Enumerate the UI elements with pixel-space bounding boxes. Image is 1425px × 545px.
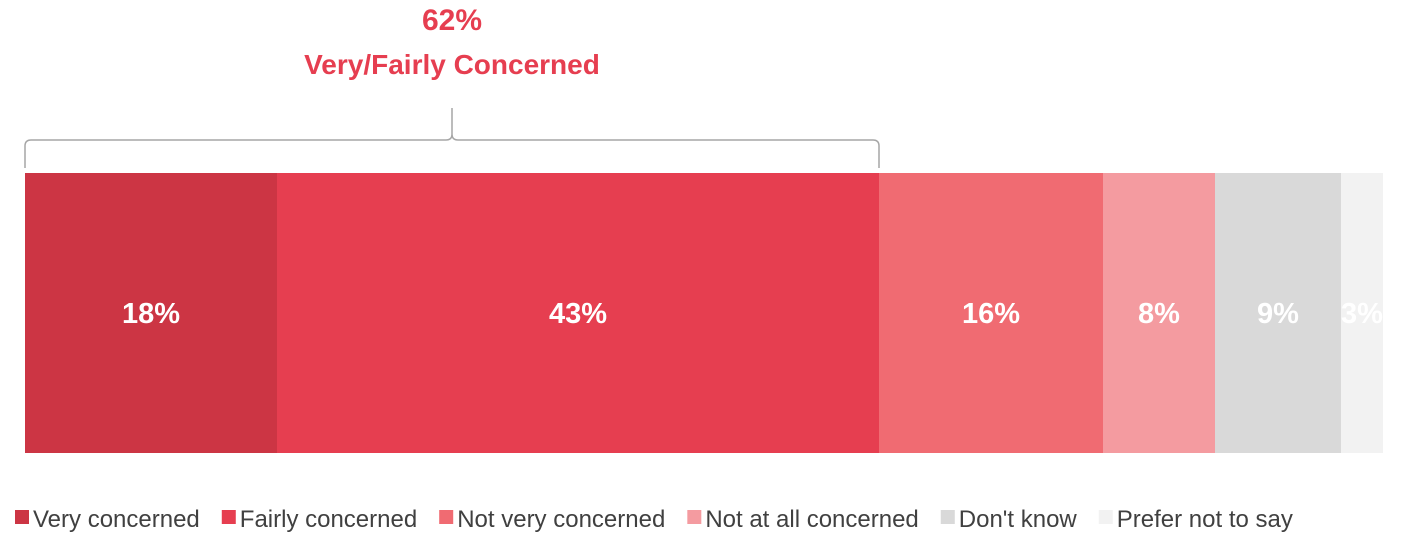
annotation-text: Very/Fairly Concerned (304, 49, 600, 80)
annotation-value: 62% (422, 4, 482, 37)
legend-swatch-1 (221, 510, 236, 524)
data-label-1: 43% (549, 298, 607, 330)
annotation-bracket (24, 108, 880, 168)
segment-labels: 18% 43% 16% 8% 9% 3% (122, 298, 1383, 330)
legend-label-4: Don't know (959, 506, 1078, 533)
legend-label-3: Not at all concerned (705, 506, 918, 533)
annotation-brace (24, 108, 880, 168)
legend-swatch-3 (687, 510, 702, 524)
data-label-3: 8% (1138, 298, 1180, 330)
bar-segment-2 (879, 173, 1103, 453)
data-label-4: 9% (1257, 298, 1299, 330)
bar-segment-1 (277, 173, 879, 453)
bar-segment-4 (1215, 173, 1341, 453)
legend-swatch-0 (15, 510, 29, 524)
bar-segments (25, 173, 1383, 453)
legend-swatch-5 (1098, 510, 1113, 524)
data-label-5: 3% (1341, 298, 1383, 330)
annotation: 62% Very/Fairly Concerned (304, 4, 600, 80)
legend-label-0: Very concerned (33, 506, 200, 533)
legend: Very concerned Fairly concerned Not very c… (15, 506, 1293, 533)
legend-label-1: Fairly concerned (240, 506, 417, 533)
legend-label-2: Not very concerned (457, 506, 665, 533)
legend-label-5: Prefer not to say (1117, 506, 1293, 533)
bar-segment-0 (25, 173, 277, 453)
data-label-0: 18% (122, 298, 180, 330)
data-label-2: 16% (962, 298, 1020, 330)
bar-segment-3 (1103, 173, 1215, 453)
legend-swatch-2 (439, 510, 454, 524)
bar-segment-5 (1341, 173, 1383, 453)
legend-swatch-4 (940, 510, 955, 524)
